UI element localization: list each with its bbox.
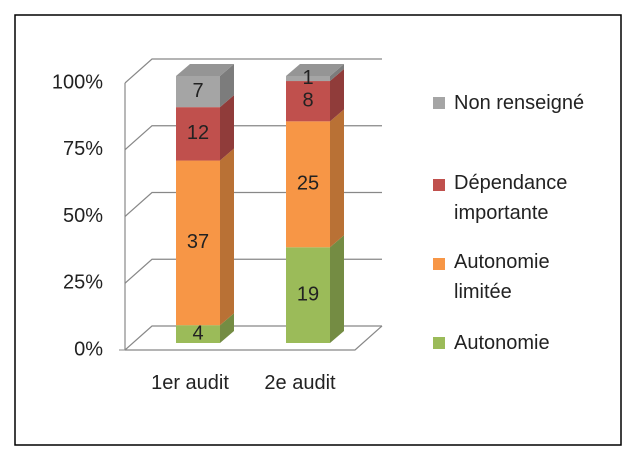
bar-front (286, 121, 330, 248)
bar-side (330, 109, 344, 248)
bar-front (176, 160, 220, 326)
legend-swatch (433, 179, 445, 191)
bar-top (286, 64, 344, 76)
legend-swatch (433, 97, 445, 109)
y-tick-label: 75% (63, 138, 103, 160)
bar-top (176, 64, 234, 76)
bar-segment (176, 95, 234, 161)
data-label: 12 (187, 122, 209, 144)
bar-side (220, 313, 234, 343)
legend-swatch (433, 337, 445, 349)
bar-segment (286, 69, 344, 122)
y-tick-label: 0% (74, 338, 103, 360)
data-label: 1 (302, 67, 313, 89)
bar-segment (286, 235, 344, 343)
floor-edge (125, 325, 383, 351)
bar-front (286, 76, 330, 82)
bar-side (220, 64, 234, 108)
bar-side (330, 69, 344, 122)
data-label: 25 (297, 173, 319, 195)
x-tick-label: 1er audit (151, 372, 229, 394)
bar-side (220, 148, 234, 326)
bar-front (286, 81, 330, 122)
bar-front (286, 247, 330, 343)
bar-segment (176, 148, 234, 326)
bar-front (176, 325, 220, 343)
data-label: 8 (302, 89, 313, 111)
data-label: 37 (187, 231, 209, 253)
bar-side (330, 64, 344, 82)
y-tick-label: 25% (63, 272, 103, 294)
legend-label: Dépendance importante (454, 172, 568, 224)
y-tick-label: 100% (52, 71, 103, 93)
bar-segment (176, 313, 234, 343)
bar-segment (286, 64, 344, 82)
bar-side (330, 235, 344, 343)
bar-side (220, 95, 234, 161)
y-tick-label: 50% (63, 205, 103, 227)
grid-line (124, 58, 382, 84)
data-label: 4 (192, 322, 203, 344)
bar-segment (176, 64, 234, 108)
data-label: 7 (192, 80, 203, 102)
data-label: 19 (297, 283, 319, 305)
legend-label: Autonomie limitée (454, 251, 550, 303)
bar-front (176, 107, 220, 161)
legend-label: Autonomie (454, 332, 550, 354)
legend-swatch (433, 258, 445, 270)
x-tick-label: 2e audit (264, 372, 336, 394)
bar-front (176, 76, 220, 108)
legend-label: Non renseigné (454, 92, 585, 114)
bar-segment (286, 109, 344, 248)
